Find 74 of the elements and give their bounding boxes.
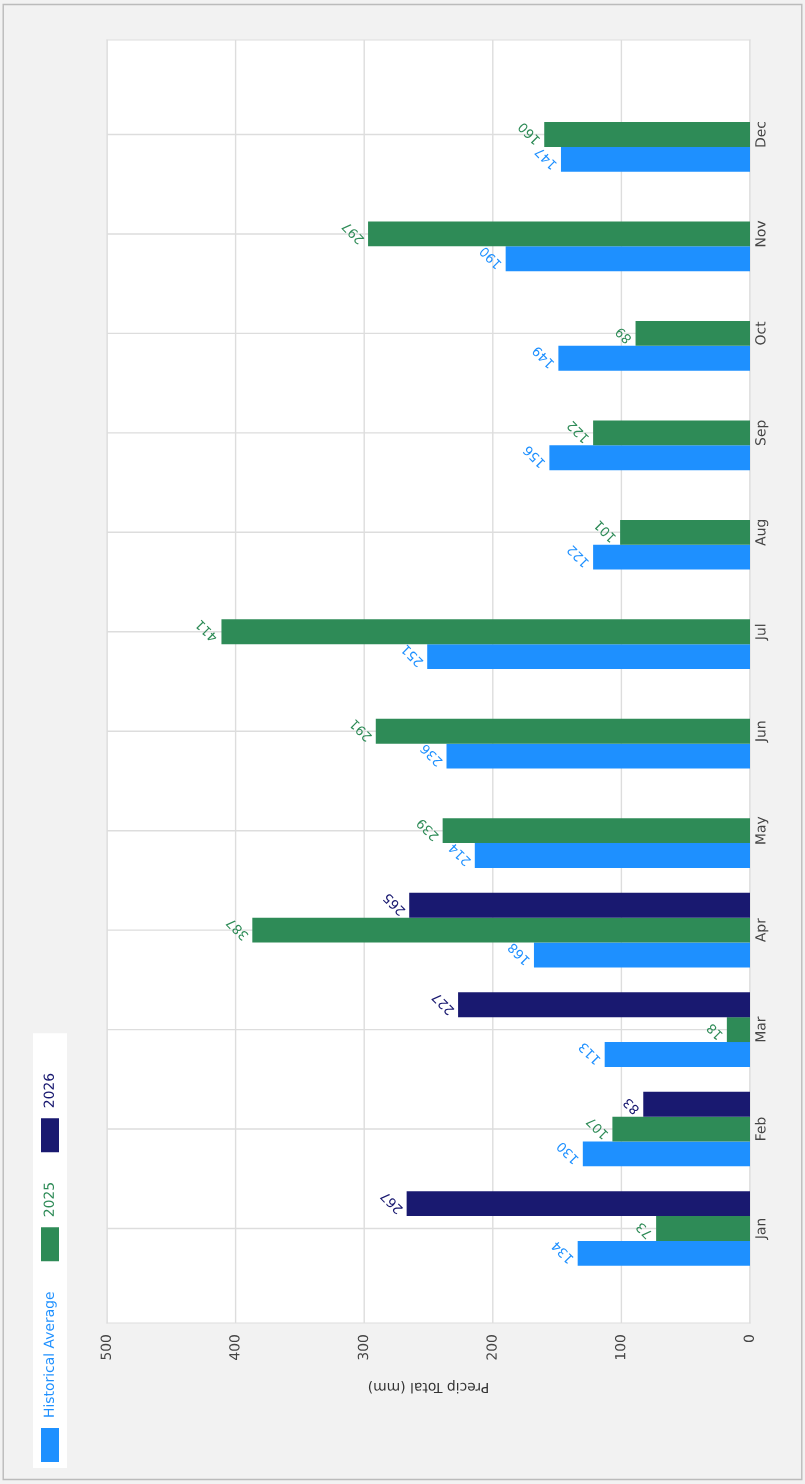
bar [620,519,750,545]
data-label: 265 [382,893,406,917]
data-label: 236 [419,743,443,768]
x-tick-label: 0 [743,1335,755,1343]
data-label: 83 [622,1097,640,1116]
bar [533,942,750,968]
data-label: 156 [522,445,546,469]
x-tick-label: 100 [614,1335,626,1360]
y-tick-label: Sep [755,420,769,446]
text: 2025 [43,1183,55,1217]
bar [560,146,750,172]
bar [544,122,750,147]
data-label: 122 [566,420,590,444]
bar [446,743,750,769]
x-tick-label: 200 [486,1335,497,1360]
data-label: 18 [705,1023,723,1041]
x-tick-label: 500 [100,1335,112,1360]
bar [221,619,750,645]
bar [505,246,750,272]
data-label: 387 [225,917,249,942]
bar [558,345,750,371]
x-tick-label: 300 [357,1335,369,1360]
x-tick-label: 400 [229,1335,240,1360]
bar [368,221,750,247]
data-label: 239 [415,818,440,842]
x-axis-title: Precip Total (mm) [368,1380,488,1394]
y-tick-label: Dec [755,121,766,147]
bar [375,718,750,744]
data-label: 73 [635,1222,653,1240]
bar [427,644,750,670]
y-tick-label: Jan [755,1218,769,1240]
bar [643,1091,750,1117]
bar [604,1042,750,1067]
data-label: 227 [431,992,455,1016]
y-tick-label: Jul [754,624,769,641]
bar [549,445,750,471]
bar [593,544,750,570]
bar [656,1216,750,1241]
data-label: 168 [506,942,531,966]
data-label: 134 [550,1240,574,1265]
data-label: 297 [341,221,365,246]
data-label: 89 [614,326,633,345]
bar [409,892,750,918]
bar [593,420,750,446]
y-tick-label: Aug [755,520,769,546]
bar [635,320,750,346]
text: Historical Average [43,1292,57,1417]
bar [406,1191,750,1217]
data-label: 267 [379,1191,404,1215]
bar [474,843,750,868]
bar [442,818,750,844]
data-label: 130 [555,1141,579,1165]
y-tick-label: Nov [755,220,766,247]
y-tick-label: Mar [755,1016,766,1042]
data-label: 147 [534,147,557,171]
bar [582,1141,750,1167]
data-label: 214 [447,843,472,867]
data-label: 113 [577,1042,601,1066]
y-tick-label: May [755,816,769,844]
y-tick-label: Apr [755,918,769,943]
data-label: 107 [585,1116,609,1140]
text: 2026 [43,1073,55,1108]
y-tick-label: Feb [754,1117,766,1140]
data-label: 411 [194,619,219,643]
data-label: 149 [531,345,555,370]
y-tick-label: Oct [755,321,766,345]
bar [458,992,750,1018]
data-label: 160 [517,122,541,146]
bar [252,917,750,943]
bar [612,1116,750,1142]
y-tick-label: Jun [755,721,769,743]
bar [577,1240,750,1266]
bar [726,1017,750,1043]
data-label: 190 [478,246,502,270]
